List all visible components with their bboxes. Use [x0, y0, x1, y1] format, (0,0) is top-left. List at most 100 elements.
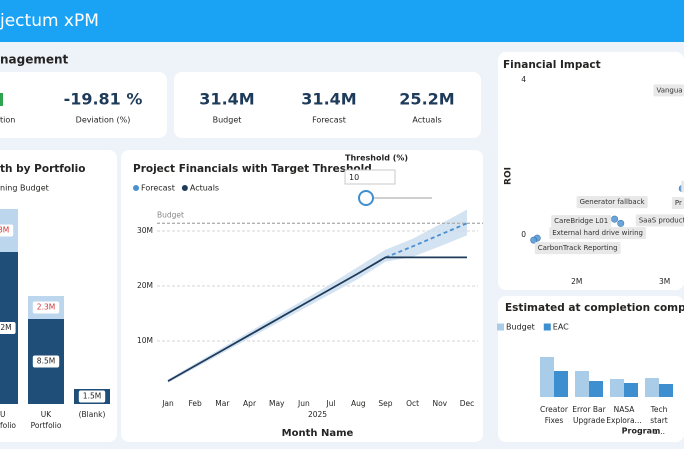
- slicer-value: 10: [349, 173, 359, 182]
- point-label-box: [534, 242, 621, 255]
- bar: [624, 383, 638, 397]
- kpi-value: 31.4M: [301, 90, 356, 109]
- point-label-box: [653, 84, 684, 97]
- kpi-label: Actuals: [412, 116, 441, 125]
- x-tick-label: Jun: [297, 399, 310, 408]
- x-tick-label: 2M: [571, 277, 582, 286]
- x-tick-label: Jul: [326, 399, 336, 408]
- y-tick-label: 10M: [137, 336, 153, 345]
- scatter-point: [611, 215, 619, 223]
- legend-swatch: [543, 323, 551, 331]
- x-tick-label: Apr: [243, 399, 257, 408]
- chart-title: Financial Impact: [503, 59, 601, 71]
- reference-label: Budget: [157, 210, 184, 219]
- legend-label: Budget: [506, 323, 535, 332]
- point-label: CareBridge L01: [554, 217, 608, 225]
- scatter-point: [530, 236, 538, 244]
- legend-label: EAC: [553, 323, 569, 332]
- bar: [554, 371, 568, 397]
- kpi-value: -19.81 %: [64, 90, 143, 109]
- y-axis-title: ROI: [504, 167, 514, 185]
- bar: [645, 378, 659, 397]
- point-label: External hard drive wiring: [552, 229, 643, 237]
- chart-title: Project Financials with Target Threshold: [133, 163, 372, 175]
- kpi-card: [174, 72, 481, 138]
- data-label: 15.2M: [0, 323, 12, 332]
- x-tick-label: Jan: [161, 399, 174, 408]
- point-label-box: [576, 196, 648, 209]
- x-tick-label: Dec: [460, 399, 475, 408]
- point-label: Pr: [675, 199, 682, 207]
- chart-title: th by Portfolio: [0, 163, 85, 175]
- x-tick-label: Error Bar Upgrade: [572, 405, 606, 425]
- bar: [659, 384, 673, 397]
- kpi-indicator: [0, 93, 3, 106]
- kpi-card: [0, 72, 167, 138]
- data-label-box: [0, 322, 16, 334]
- kpi-label: tion: [0, 116, 15, 125]
- point-label: SaaS product c: [639, 216, 684, 224]
- scatter-point: [617, 219, 625, 227]
- y-tick-label: 0: [521, 230, 526, 239]
- legend-label: Forecast: [141, 184, 175, 193]
- x-tick-label: Oct: [406, 399, 419, 408]
- point-label-box: [671, 197, 684, 209]
- x-tick-label: Sep: [378, 399, 392, 408]
- data-label-box: [0, 224, 14, 237]
- point-label: Generator fallback: [580, 198, 646, 206]
- bar: [589, 381, 603, 397]
- y-tick-label: 30M: [137, 226, 153, 235]
- kpi-label: Forecast: [312, 116, 346, 125]
- x-tick-label: (Blank): [79, 410, 106, 419]
- data-label-box: [78, 390, 106, 403]
- section-title: nagement: [0, 53, 69, 67]
- slider-handle[interactable]: [358, 190, 374, 206]
- line-series: [167, 256, 467, 382]
- slicer-input[interactable]: [344, 169, 396, 185]
- x-tick-label: Feb: [189, 399, 203, 408]
- point-label-box: [551, 215, 612, 228]
- x-axis-title: Program: [622, 427, 661, 436]
- x-group-label: 2025: [308, 410, 327, 419]
- data-label: 8.5M: [37, 357, 55, 366]
- x-tick-label: Mar: [215, 399, 230, 408]
- x-tick-label: NASA Explora...: [606, 405, 641, 425]
- x-tick-label: May: [269, 399, 285, 408]
- y-tick-label: 4: [521, 75, 526, 84]
- slicer-label: Threshold (%): [345, 154, 408, 163]
- data-label-box: [32, 301, 60, 314]
- point-label-box: [549, 227, 646, 240]
- kpi-value: 25.2M: [399, 90, 454, 109]
- kpi-value: 31.4M: [199, 90, 254, 109]
- legend-swatch: [497, 323, 504, 331]
- x-tick-label: 3M: [659, 277, 670, 286]
- data-label: 2.3M: [37, 303, 55, 312]
- x-tick-label: Tech start u...: [650, 405, 668, 436]
- panel: [498, 296, 684, 442]
- point-label: Vangua: [656, 86, 682, 94]
- data-label-box: [32, 355, 60, 368]
- data-label: 1.5M: [83, 392, 101, 401]
- x-tick-label: Aug: [351, 399, 366, 408]
- legend-label: ning Budget: [0, 184, 49, 193]
- x-tick-label: UK Portfolio: [31, 410, 62, 430]
- kpi-label: Budget: [213, 116, 242, 125]
- point-label-box: [635, 214, 684, 227]
- legend-marker: [181, 185, 188, 191]
- bar: [540, 357, 554, 397]
- app-title: jectum xPM: [0, 11, 99, 31]
- bar: [575, 371, 589, 397]
- data-label: 4.3M: [0, 226, 9, 235]
- x-tick-label: Nov: [432, 399, 447, 408]
- line-series: [385, 222, 468, 259]
- x-axis-title: Month Name: [282, 428, 354, 439]
- point-label: CarbonTrack Reporting: [538, 244, 618, 252]
- legend-marker: [133, 185, 139, 191]
- point-label-box: [681, 180, 684, 193]
- y-tick-label: 20M: [137, 281, 153, 290]
- legend-label: Actuals: [190, 184, 219, 193]
- header-bar: [0, 0, 684, 42]
